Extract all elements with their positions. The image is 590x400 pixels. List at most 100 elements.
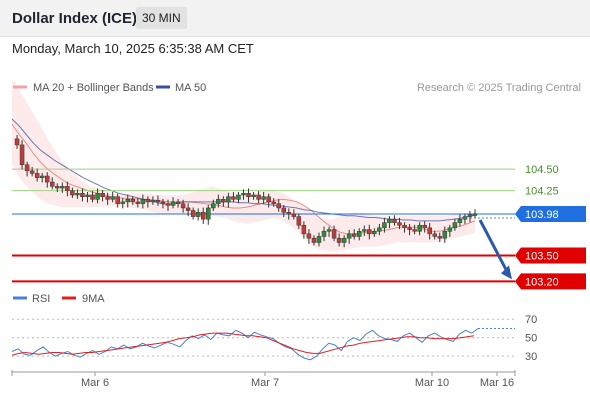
candle-down: [105, 196, 110, 200]
candle-down: [397, 222, 402, 226]
candle-up: [251, 194, 256, 197]
candle-down: [44, 175, 50, 183]
candle-up: [357, 231, 362, 237]
candle-down: [50, 181, 55, 187]
candle-up: [110, 196, 115, 200]
candle-down: [422, 224, 427, 229]
candle-up: [472, 213, 478, 216]
candle-down: [29, 170, 35, 174]
candle-down: [336, 237, 342, 243]
ma50-line: [11, 118, 476, 222]
support-tag-103.20: [515, 273, 586, 290]
candle-down: [291, 213, 297, 217]
candle-up: [417, 224, 422, 232]
price-tag: [515, 206, 586, 222]
price-tag-label: 103.98: [525, 209, 559, 221]
candle-down: [55, 186, 60, 189]
candle-down: [160, 201, 166, 204]
forecast-arrow-head: [501, 265, 512, 280]
candle-down: [130, 199, 136, 203]
candle-up: [387, 218, 392, 223]
candle-down: [221, 199, 226, 203]
candle-down: [286, 212, 292, 215]
candle-up: [95, 193, 100, 200]
support-label-103.50: 103.50: [525, 250, 559, 262]
candle-down: [407, 227, 412, 230]
candle-up: [261, 196, 266, 200]
candle-down: [185, 207, 191, 211]
x-tick-label: Mar 10: [415, 377, 449, 389]
rsi-tick-label-70: 70: [525, 314, 537, 326]
candle-down: [351, 233, 357, 237]
candle-down: [90, 194, 95, 200]
header-bar: Dollar Index (ICE) 30 MIN: [0, 0, 590, 37]
candle-up: [316, 236, 322, 243]
rsi-tick-label-50: 50: [525, 333, 537, 345]
x-tick-label: Mar 6: [81, 377, 109, 389]
forecast-arrow-shaft: [478, 219, 510, 275]
candle-down: [200, 212, 206, 220]
candle-up: [457, 218, 463, 223]
candle-down: [306, 233, 312, 239]
candle-down: [19, 144, 25, 166]
candle-down: [331, 229, 337, 239]
candle-up: [85, 194, 90, 197]
candle-up: [382, 222, 387, 229]
candle-up: [216, 199, 221, 204]
x-tick-label: Mar 7: [251, 377, 279, 389]
candle-up: [341, 237, 347, 243]
candle-down: [231, 196, 236, 200]
candle-down: [70, 190, 75, 196]
candle-down: [266, 196, 271, 203]
candle-down: [14, 138, 20, 146]
candle-up: [170, 201, 176, 206]
candle-up: [362, 229, 367, 232]
candle-down: [135, 201, 141, 204]
candle-down: [165, 203, 171, 206]
candle-up: [321, 231, 327, 237]
timeframe-badge[interactable]: 30 MIN: [136, 7, 187, 29]
candle-down: [296, 216, 302, 226]
candle-down: [145, 199, 151, 203]
candle-up: [326, 229, 332, 232]
candle-down: [34, 173, 40, 178]
rsi-tick-label-30: 30: [525, 351, 537, 363]
support-tag-103.50: [515, 247, 586, 264]
credit-label: Research © 2025 Trading Central: [417, 82, 581, 94]
datetime-label: Monday, March 10, 2025 6:35:38 AM CET: [12, 41, 254, 56]
candle-up: [60, 186, 65, 189]
legend-label-ma50: MA 50: [175, 82, 206, 94]
candle-down: [392, 218, 397, 223]
x-tick-label: Mar 16: [480, 377, 514, 389]
candle-down: [100, 193, 105, 197]
candle-up: [120, 201, 125, 204]
rsi-9ma-line: [11, 332, 475, 356]
legend-label-bollinger: MA 20 + Bollinger Bands: [33, 82, 154, 94]
candle-down: [437, 236, 443, 239]
resistance-label-104.25: 104.25: [525, 186, 559, 198]
candle-down: [80, 193, 85, 197]
candle-down: [246, 193, 251, 197]
candle-up: [447, 227, 453, 232]
candle-up: [150, 199, 156, 203]
candle-up: [195, 212, 201, 217]
candle-up: [236, 194, 241, 200]
candle-down: [301, 224, 307, 235]
candle-up: [372, 231, 377, 235]
candle-up: [211, 203, 216, 209]
candle-down: [190, 210, 196, 217]
candle-down: [311, 237, 317, 243]
candle-up: [467, 214, 473, 217]
candle-down: [427, 227, 432, 235]
candle-down: [432, 233, 437, 237]
candle-down: [115, 196, 120, 204]
candle-up: [241, 193, 246, 196]
candle-down: [402, 224, 407, 229]
candle-down: [155, 199, 161, 203]
candle-up: [140, 199, 146, 204]
candle-up: [377, 227, 382, 232]
candle-up: [442, 231, 448, 239]
candle-down: [412, 229, 417, 232]
candle-down: [24, 164, 30, 172]
